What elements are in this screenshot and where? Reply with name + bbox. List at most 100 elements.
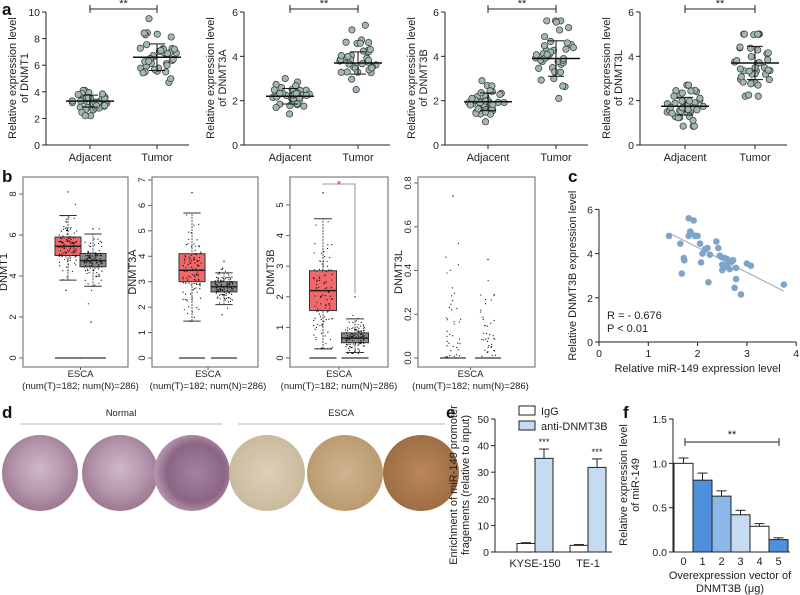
sample-point <box>323 348 325 350</box>
data-point <box>344 52 352 60</box>
panel-label-e: e <box>446 403 455 422</box>
sample-point <box>64 227 66 229</box>
y-tick-label: 0.0 <box>403 351 414 364</box>
sample-point <box>352 335 354 337</box>
data-point <box>678 89 686 97</box>
sample-point <box>355 336 357 338</box>
sample-point <box>479 311 482 313</box>
sample-point <box>101 245 103 247</box>
y-axis-label: Relative expression level <box>205 17 217 139</box>
sample-point <box>216 297 218 299</box>
sample-point <box>326 260 328 263</box>
sample-point <box>189 276 192 278</box>
sample-point <box>328 290 331 292</box>
sample-point <box>58 240 60 243</box>
sample-point <box>446 345 448 347</box>
data-point <box>345 60 353 68</box>
sample-point <box>487 346 489 348</box>
sample-point <box>346 342 348 344</box>
data-point <box>170 45 178 53</box>
sample-point <box>98 268 100 270</box>
sample-point <box>73 246 75 248</box>
sample-point <box>184 255 186 257</box>
y-tick-label: 1 <box>275 325 286 330</box>
sample-point <box>224 291 226 293</box>
sample-point <box>484 325 486 327</box>
sample-point <box>316 310 318 312</box>
sample-point <box>352 321 354 324</box>
y-tick-label: 1.0 <box>652 458 667 470</box>
data-point <box>277 84 286 92</box>
sample-point <box>456 347 458 349</box>
sample-point <box>198 308 200 310</box>
significance-marker: ** <box>119 0 128 10</box>
y-axis-label: of DNMT3A <box>217 49 229 107</box>
x-tick-label: Tumor <box>342 152 374 164</box>
sample-point <box>363 334 365 337</box>
y-tick-label: 6 <box>587 204 593 216</box>
sample-point <box>73 217 75 219</box>
y-tick-label: 7 <box>137 177 148 182</box>
legend-label-anti-dnmt3b: anti-DNMT3B <box>541 421 608 433</box>
sample-point <box>493 295 495 297</box>
tissue-image-normal-3 <box>154 435 230 511</box>
sample-point <box>322 265 325 267</box>
x-tick-label: Tumor <box>540 152 572 164</box>
sample-point <box>360 321 362 324</box>
x-axis-label: ESCA <box>458 369 485 380</box>
sample-point <box>94 253 96 255</box>
sample-point <box>188 282 190 284</box>
sample-point <box>62 235 64 237</box>
sample-point <box>354 350 356 353</box>
sample-point <box>186 299 188 301</box>
sample-point <box>327 221 329 223</box>
data-point <box>732 264 740 272</box>
sample-point <box>75 264 77 266</box>
sample-point <box>191 311 193 313</box>
data-point <box>754 81 762 89</box>
sample-point <box>320 303 322 305</box>
sample-point <box>223 260 225 263</box>
data-point <box>81 112 89 120</box>
sample-point <box>327 331 329 333</box>
sample-point <box>68 251 70 253</box>
data-point <box>556 26 564 34</box>
sample-point <box>480 309 482 311</box>
data-point <box>726 265 733 273</box>
sample-point <box>351 335 353 337</box>
sample-point <box>219 290 221 292</box>
sample-point <box>221 280 224 282</box>
panel-label-d: d <box>2 403 12 422</box>
sample-point <box>67 258 69 260</box>
data-point <box>696 240 704 247</box>
y-tick-label: 40 <box>477 441 489 453</box>
sample-point <box>323 250 325 253</box>
sample-point <box>61 255 63 257</box>
data-point <box>678 97 686 105</box>
sample-point <box>186 277 188 279</box>
significance-bracket <box>322 183 356 294</box>
sample-point <box>196 239 198 241</box>
y-tick-label: 4 <box>137 254 148 259</box>
sample-point <box>59 240 61 243</box>
sample-point <box>100 254 102 256</box>
sample-point <box>217 290 219 292</box>
data-point <box>565 24 573 32</box>
sample-point <box>193 224 195 226</box>
sample-point <box>363 345 365 347</box>
sample-point <box>58 255 60 257</box>
sample-point <box>344 329 347 331</box>
y-tick-label: 6 <box>8 232 19 237</box>
sample-point <box>452 195 454 197</box>
sample-point <box>221 277 223 279</box>
sample-point <box>62 246 64 248</box>
sample-point <box>481 355 483 358</box>
sample-point <box>99 252 101 254</box>
data-point <box>736 65 744 73</box>
sample-point <box>326 299 328 301</box>
correlation-scatter: 0 2 4 6 0 1 2 3 4 Relative miR-149 expression lev… <box>567 191 799 375</box>
sample-point <box>98 249 100 252</box>
sample-point <box>445 256 447 258</box>
sample-point <box>483 332 485 334</box>
sample-point <box>74 249 76 252</box>
